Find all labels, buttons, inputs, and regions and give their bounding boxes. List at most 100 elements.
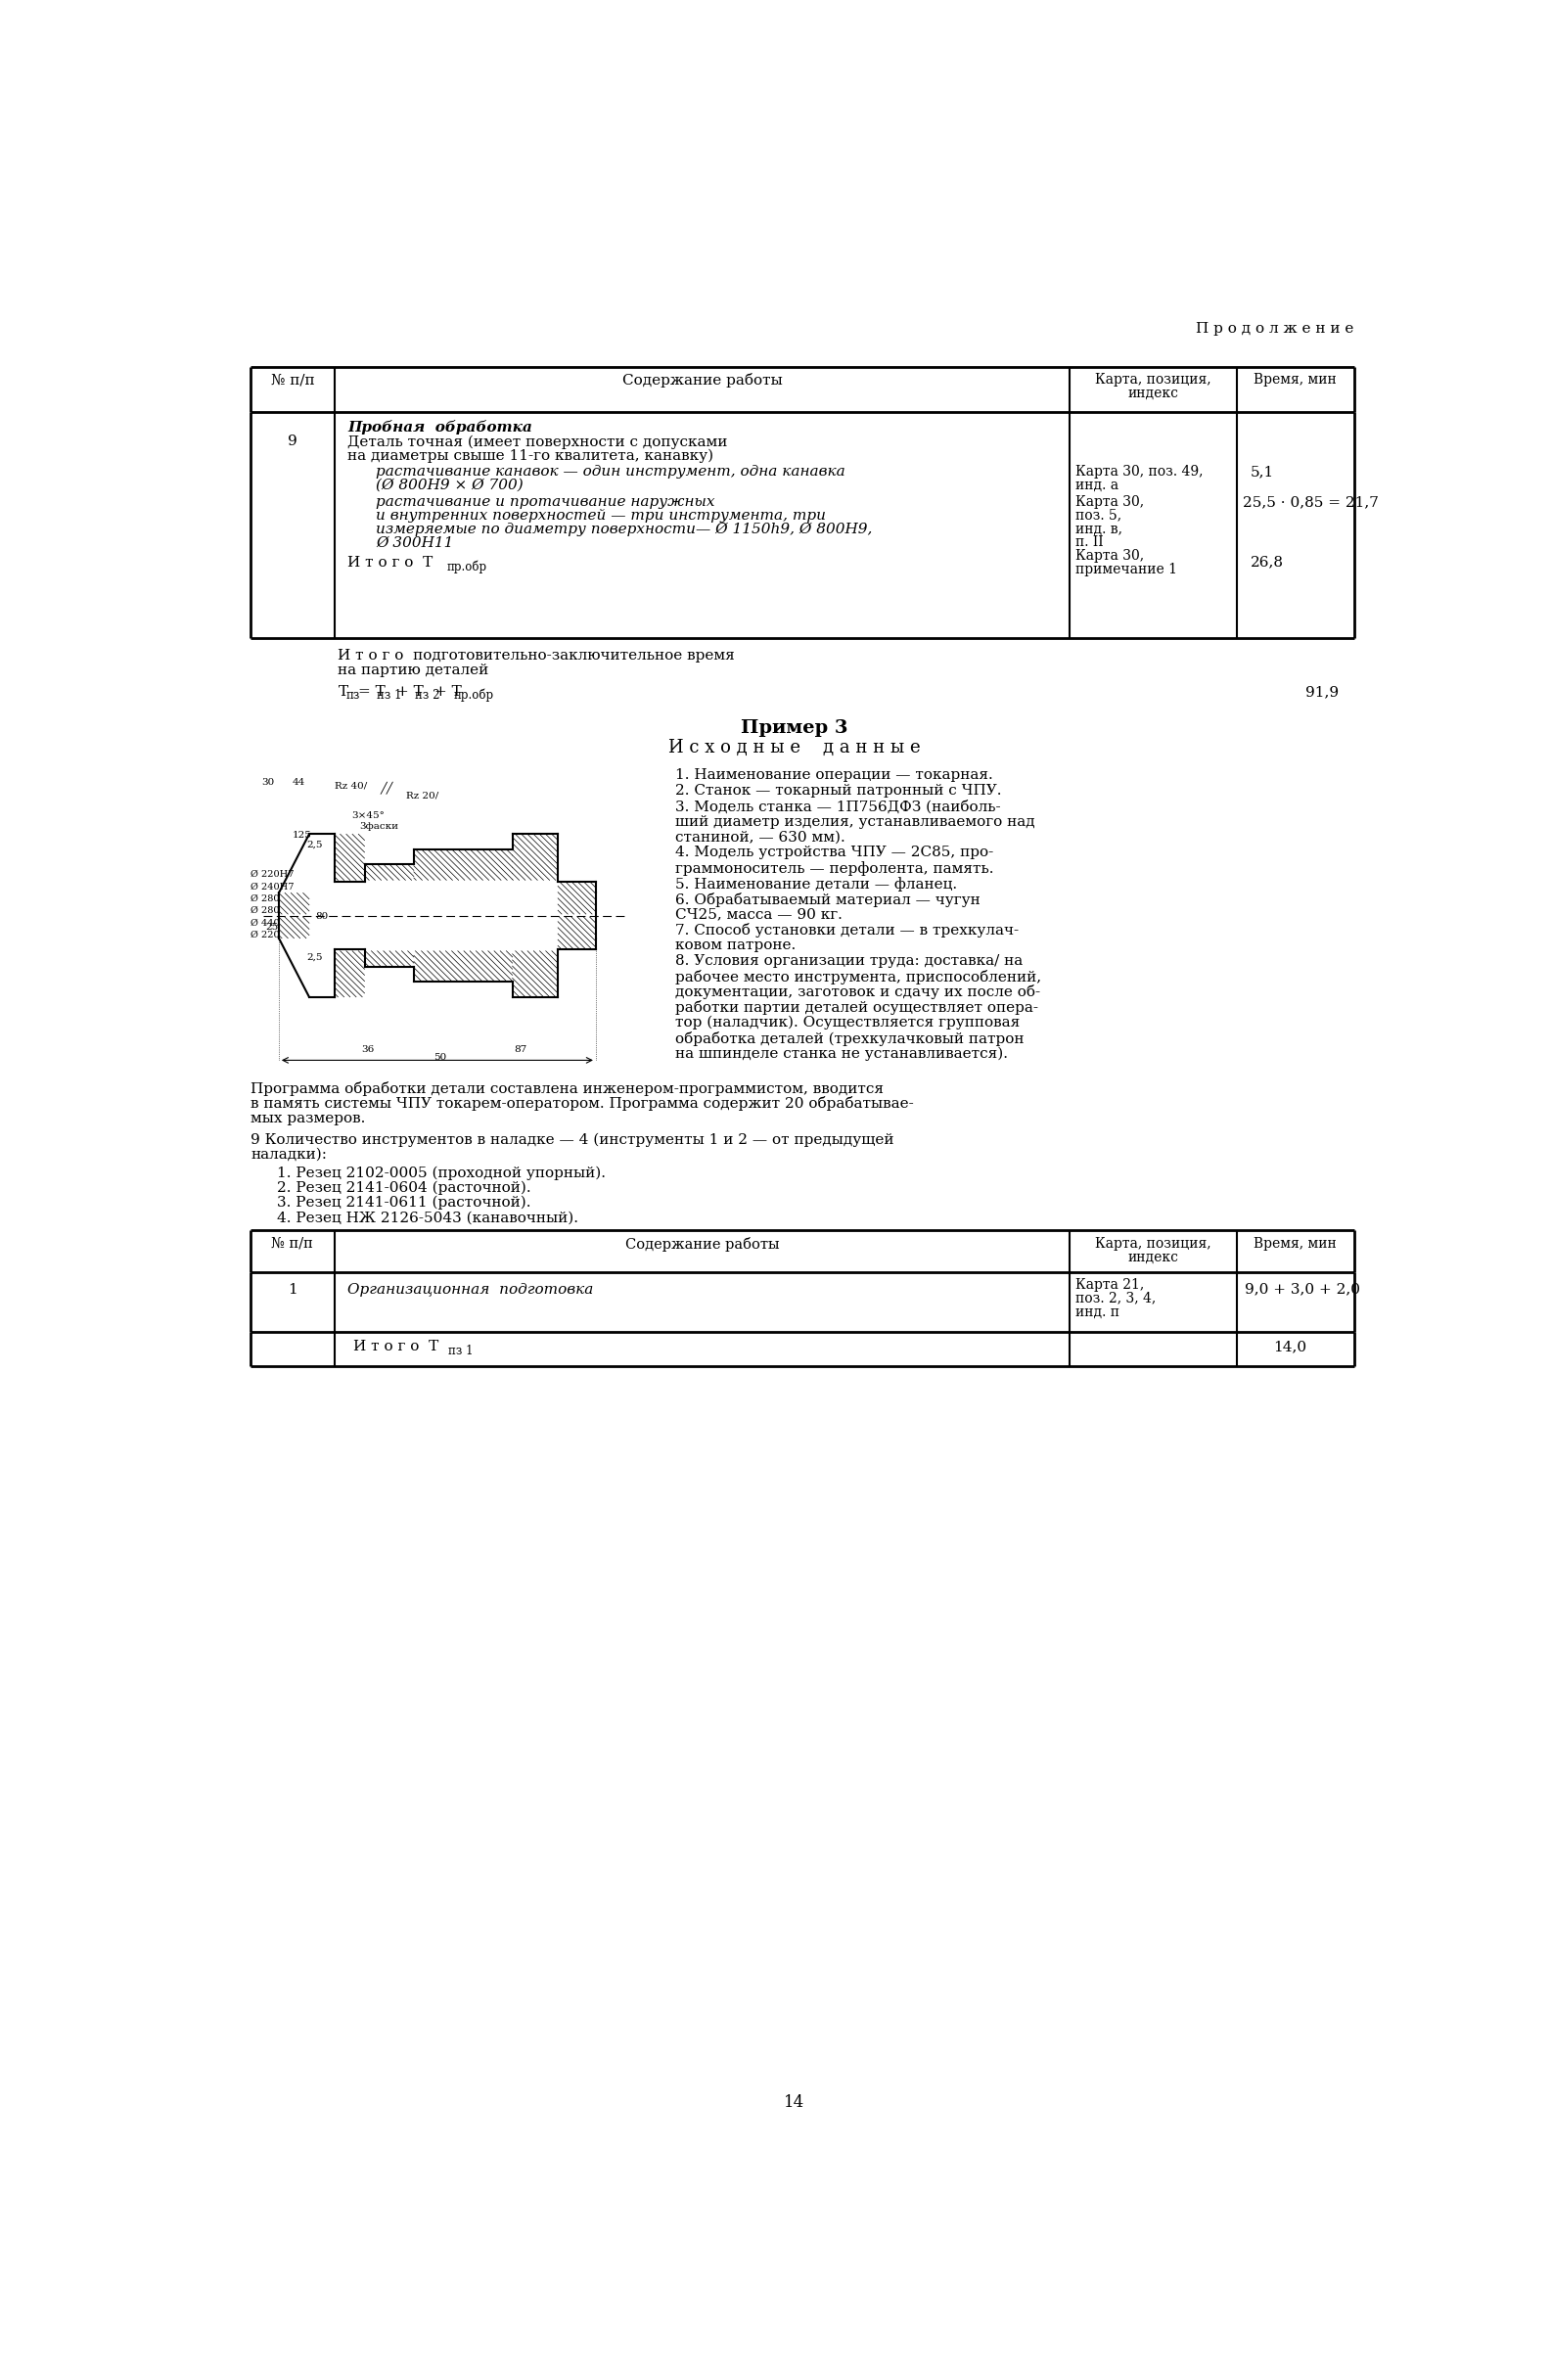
Text: + T: + T bbox=[434, 685, 462, 700]
Text: 9,0 + 3,0 + 2,0: 9,0 + 3,0 + 2,0 bbox=[1244, 1283, 1360, 1297]
Text: 5,1: 5,1 bbox=[1250, 464, 1273, 478]
Text: Пробная  обработка: Пробная обработка bbox=[347, 419, 532, 436]
Text: в память системы ЧПУ токарем-оператором. Программа содержит 20 обрабатывае-: в память системы ЧПУ токарем-оператором.… bbox=[251, 1097, 914, 1111]
Text: И т о г о  T: И т о г о T bbox=[354, 1340, 439, 1354]
Text: пз 1: пз 1 bbox=[377, 688, 402, 702]
Text: Программа обработки детали составлена инженером-программистом, вводится: Программа обработки детали составлена ин… bbox=[251, 1081, 884, 1097]
Text: 91,9: 91,9 bbox=[1306, 685, 1339, 700]
Text: 1. Резец 2102-0005 (проходной упорный).: 1. Резец 2102-0005 (проходной упорный). bbox=[278, 1166, 606, 1180]
Text: 2,5: 2,5 bbox=[306, 954, 323, 962]
Text: 87: 87 bbox=[513, 1045, 526, 1054]
Text: № п/п: № п/п bbox=[271, 1238, 313, 1250]
Text: документации, заготовок и сдачу их после об-: документации, заготовок и сдачу их после… bbox=[675, 985, 1041, 1000]
Text: 36: 36 bbox=[361, 1045, 375, 1054]
Text: наладки):: наладки): bbox=[251, 1147, 327, 1161]
Text: поз. 5,: поз. 5, bbox=[1076, 509, 1121, 521]
Text: 8. Условия организации труда: доставка/ на: 8. Условия организации труда: доставка/ … bbox=[675, 954, 1024, 969]
Text: мых размеров.: мых размеров. bbox=[251, 1111, 366, 1126]
Text: Карта, позиция,: Карта, позиция, bbox=[1095, 374, 1211, 386]
Text: на шпинделе станка не устанавливается).: на шпинделе станка не устанавливается). bbox=[675, 1047, 1008, 1061]
Text: 4. Модель устройства ЧПУ — 2С85, про-: 4. Модель устройства ЧПУ — 2С85, про- bbox=[675, 845, 994, 859]
Text: Ø 220: Ø 220 bbox=[251, 931, 279, 940]
Text: Ø 300Н11: Ø 300Н11 bbox=[375, 536, 453, 550]
Text: индекс: индекс bbox=[1128, 386, 1179, 400]
Text: СЧ25, масса — 90 кг.: СЧ25, масса — 90 кг. bbox=[675, 907, 842, 921]
Text: работки партии деталей осуществляет опера-: работки партии деталей осуществляет опер… bbox=[675, 1000, 1039, 1014]
Text: 80: 80 bbox=[315, 912, 329, 921]
Text: пз 2: пз 2 bbox=[416, 688, 440, 702]
Text: 2,5: 2,5 bbox=[306, 840, 323, 850]
Text: тор (наладчик). Осуществляется групповая: тор (наладчик). Осуществляется групповая bbox=[675, 1016, 1021, 1031]
Text: 50: 50 bbox=[434, 1052, 447, 1061]
Text: ╱╱: ╱╱ bbox=[380, 781, 392, 795]
Text: 3×45°: 3×45° bbox=[352, 812, 385, 821]
Text: пр.обр: пр.обр bbox=[447, 559, 487, 574]
Text: Ø 220H7: Ø 220H7 bbox=[251, 871, 295, 878]
Text: п. II: п. II bbox=[1076, 536, 1104, 550]
Text: 1: 1 bbox=[287, 1283, 298, 1297]
Text: Карта, позиция,: Карта, позиция, bbox=[1095, 1238, 1211, 1250]
Text: растачивание и протачивание наружных: растачивание и протачивание наружных bbox=[375, 495, 715, 509]
Text: 3. Резец 2141-0611 (расточной).: 3. Резец 2141-0611 (расточной). bbox=[278, 1195, 532, 1209]
Text: И с х о д н ы е    д а н н ы е: И с х о д н ы е д а н н ы е bbox=[668, 740, 921, 757]
Text: примечание 1: примечание 1 bbox=[1076, 564, 1177, 576]
Text: T: T bbox=[338, 685, 347, 700]
Text: Ø 440: Ø 440 bbox=[251, 919, 279, 928]
Text: инд. а: инд. а bbox=[1076, 478, 1118, 493]
Text: ший диаметр изделия, устанавливаемого над: ший диаметр изделия, устанавливаемого на… bbox=[675, 814, 1035, 828]
Text: № п/п: № п/п bbox=[270, 374, 315, 386]
Text: 14: 14 bbox=[785, 2094, 805, 2111]
Text: 2. Станок — токарный патронный с ЧПУ.: 2. Станок — токарный патронный с ЧПУ. bbox=[675, 783, 1002, 797]
Text: 3фаски: 3фаски bbox=[360, 821, 399, 831]
Text: 4. Резец НЖ 2126-5043 (канавочный).: 4. Резец НЖ 2126-5043 (канавочный). bbox=[278, 1211, 579, 1226]
Text: Rz 20/: Rz 20/ bbox=[406, 790, 439, 800]
Text: на партию деталей: на партию деталей bbox=[338, 664, 489, 678]
Text: 1. Наименование операции — токарная.: 1. Наименование операции — токарная. bbox=[675, 769, 993, 783]
Text: Время, мин: Время, мин bbox=[1253, 1238, 1337, 1250]
Text: пр.обр: пр.обр bbox=[453, 688, 493, 702]
Text: ковом патроне.: ковом патроне. bbox=[675, 938, 796, 952]
Text: 125: 125 bbox=[293, 831, 312, 840]
Text: Карта 30,: Карта 30, bbox=[1076, 550, 1145, 564]
Text: Деталь точная (имеет поверхности с допусками: Деталь точная (имеет поверхности с допус… bbox=[347, 436, 727, 450]
Text: 9: 9 bbox=[287, 436, 298, 447]
Text: Карта 30, поз. 49,: Карта 30, поз. 49, bbox=[1076, 464, 1204, 478]
Text: 14,0: 14,0 bbox=[1273, 1340, 1306, 1354]
Text: + T: + T bbox=[397, 685, 423, 700]
Text: (Ø 800Н9 × Ø 700): (Ø 800Н9 × Ø 700) bbox=[375, 478, 523, 493]
Text: пз: пз bbox=[346, 688, 360, 702]
Text: пз 1: пз 1 bbox=[448, 1345, 473, 1357]
Text: поз. 2, 3, 4,: поз. 2, 3, 4, bbox=[1076, 1292, 1157, 1304]
Text: П р о д о л ж е н и е: П р о д о л ж е н и е bbox=[1196, 321, 1354, 336]
Text: 30: 30 bbox=[262, 778, 275, 788]
Text: Ø 280: Ø 280 bbox=[251, 895, 279, 904]
Text: граммоноситель — перфолента, память.: граммоноситель — перфолента, память. bbox=[675, 862, 994, 876]
Text: измеряемые по диаметру поверхности— Ø 1150h9, Ø 800Н9,: измеряемые по диаметру поверхности— Ø 11… bbox=[375, 521, 872, 535]
Text: Rz 40/: Rz 40/ bbox=[333, 781, 366, 790]
Text: индекс: индекс bbox=[1128, 1250, 1179, 1264]
Text: инд. п: инд. п bbox=[1076, 1304, 1120, 1319]
Text: Ø 280: Ø 280 bbox=[251, 907, 279, 916]
Text: Организационная  подготовка: Организационная подготовка bbox=[347, 1283, 594, 1297]
Text: 7. Способ установки детали — в трехкулач-: 7. Способ установки детали — в трехкулач… bbox=[675, 923, 1019, 938]
Text: рабочее место инструмента, приспособлений,: рабочее место инструмента, приспособлени… bbox=[675, 969, 1042, 983]
Text: Пример 3: Пример 3 bbox=[741, 719, 848, 738]
Text: 25,5 · 0,85 = 21,7: 25,5 · 0,85 = 21,7 bbox=[1242, 495, 1379, 509]
Text: 5. Наименование детали — фланец.: 5. Наименование детали — фланец. bbox=[675, 876, 957, 890]
Text: Время, мин: Время, мин bbox=[1253, 374, 1337, 386]
Text: и внутренних поверхностей — три инструмента, три: и внутренних поверхностей — три инструме… bbox=[375, 509, 827, 521]
Text: И т о г о  T: И т о г о T bbox=[347, 555, 433, 569]
Text: 25: 25 bbox=[265, 923, 279, 933]
Text: Карта 30,: Карта 30, bbox=[1076, 495, 1145, 509]
Text: = T: = T bbox=[358, 685, 386, 700]
Text: 2. Резец 2141-0604 (расточной).: 2. Резец 2141-0604 (расточной). bbox=[278, 1180, 532, 1195]
Text: 44: 44 bbox=[292, 778, 306, 788]
Text: 3. Модель станка — 1П756ДФЗ (наиболь-: 3. Модель станка — 1П756ДФЗ (наиболь- bbox=[675, 800, 1000, 814]
Text: 9 Количество инструментов в наладке — 4 (инструменты 1 и 2 — от предыдущей: 9 Количество инструментов в наладке — 4 … bbox=[251, 1133, 893, 1147]
Text: станиной, — 630 мм).: станиной, — 630 мм). bbox=[675, 831, 845, 845]
Text: 6. Обрабатываемый материал — чугун: 6. Обрабатываемый материал — чугун bbox=[675, 892, 980, 907]
Text: на диаметры свыше 11-го квалитета, канавку): на диаметры свыше 11-го квалитета, канав… bbox=[347, 447, 713, 462]
Text: растачивание канавок — один инструмент, одна канавка: растачивание канавок — один инструмент, … bbox=[375, 464, 845, 478]
Text: Карта 21,: Карта 21, bbox=[1076, 1278, 1145, 1292]
Text: И т о г о  подготовительно-заключительное время: И т о г о подготовительно-заключительное… bbox=[338, 650, 735, 662]
